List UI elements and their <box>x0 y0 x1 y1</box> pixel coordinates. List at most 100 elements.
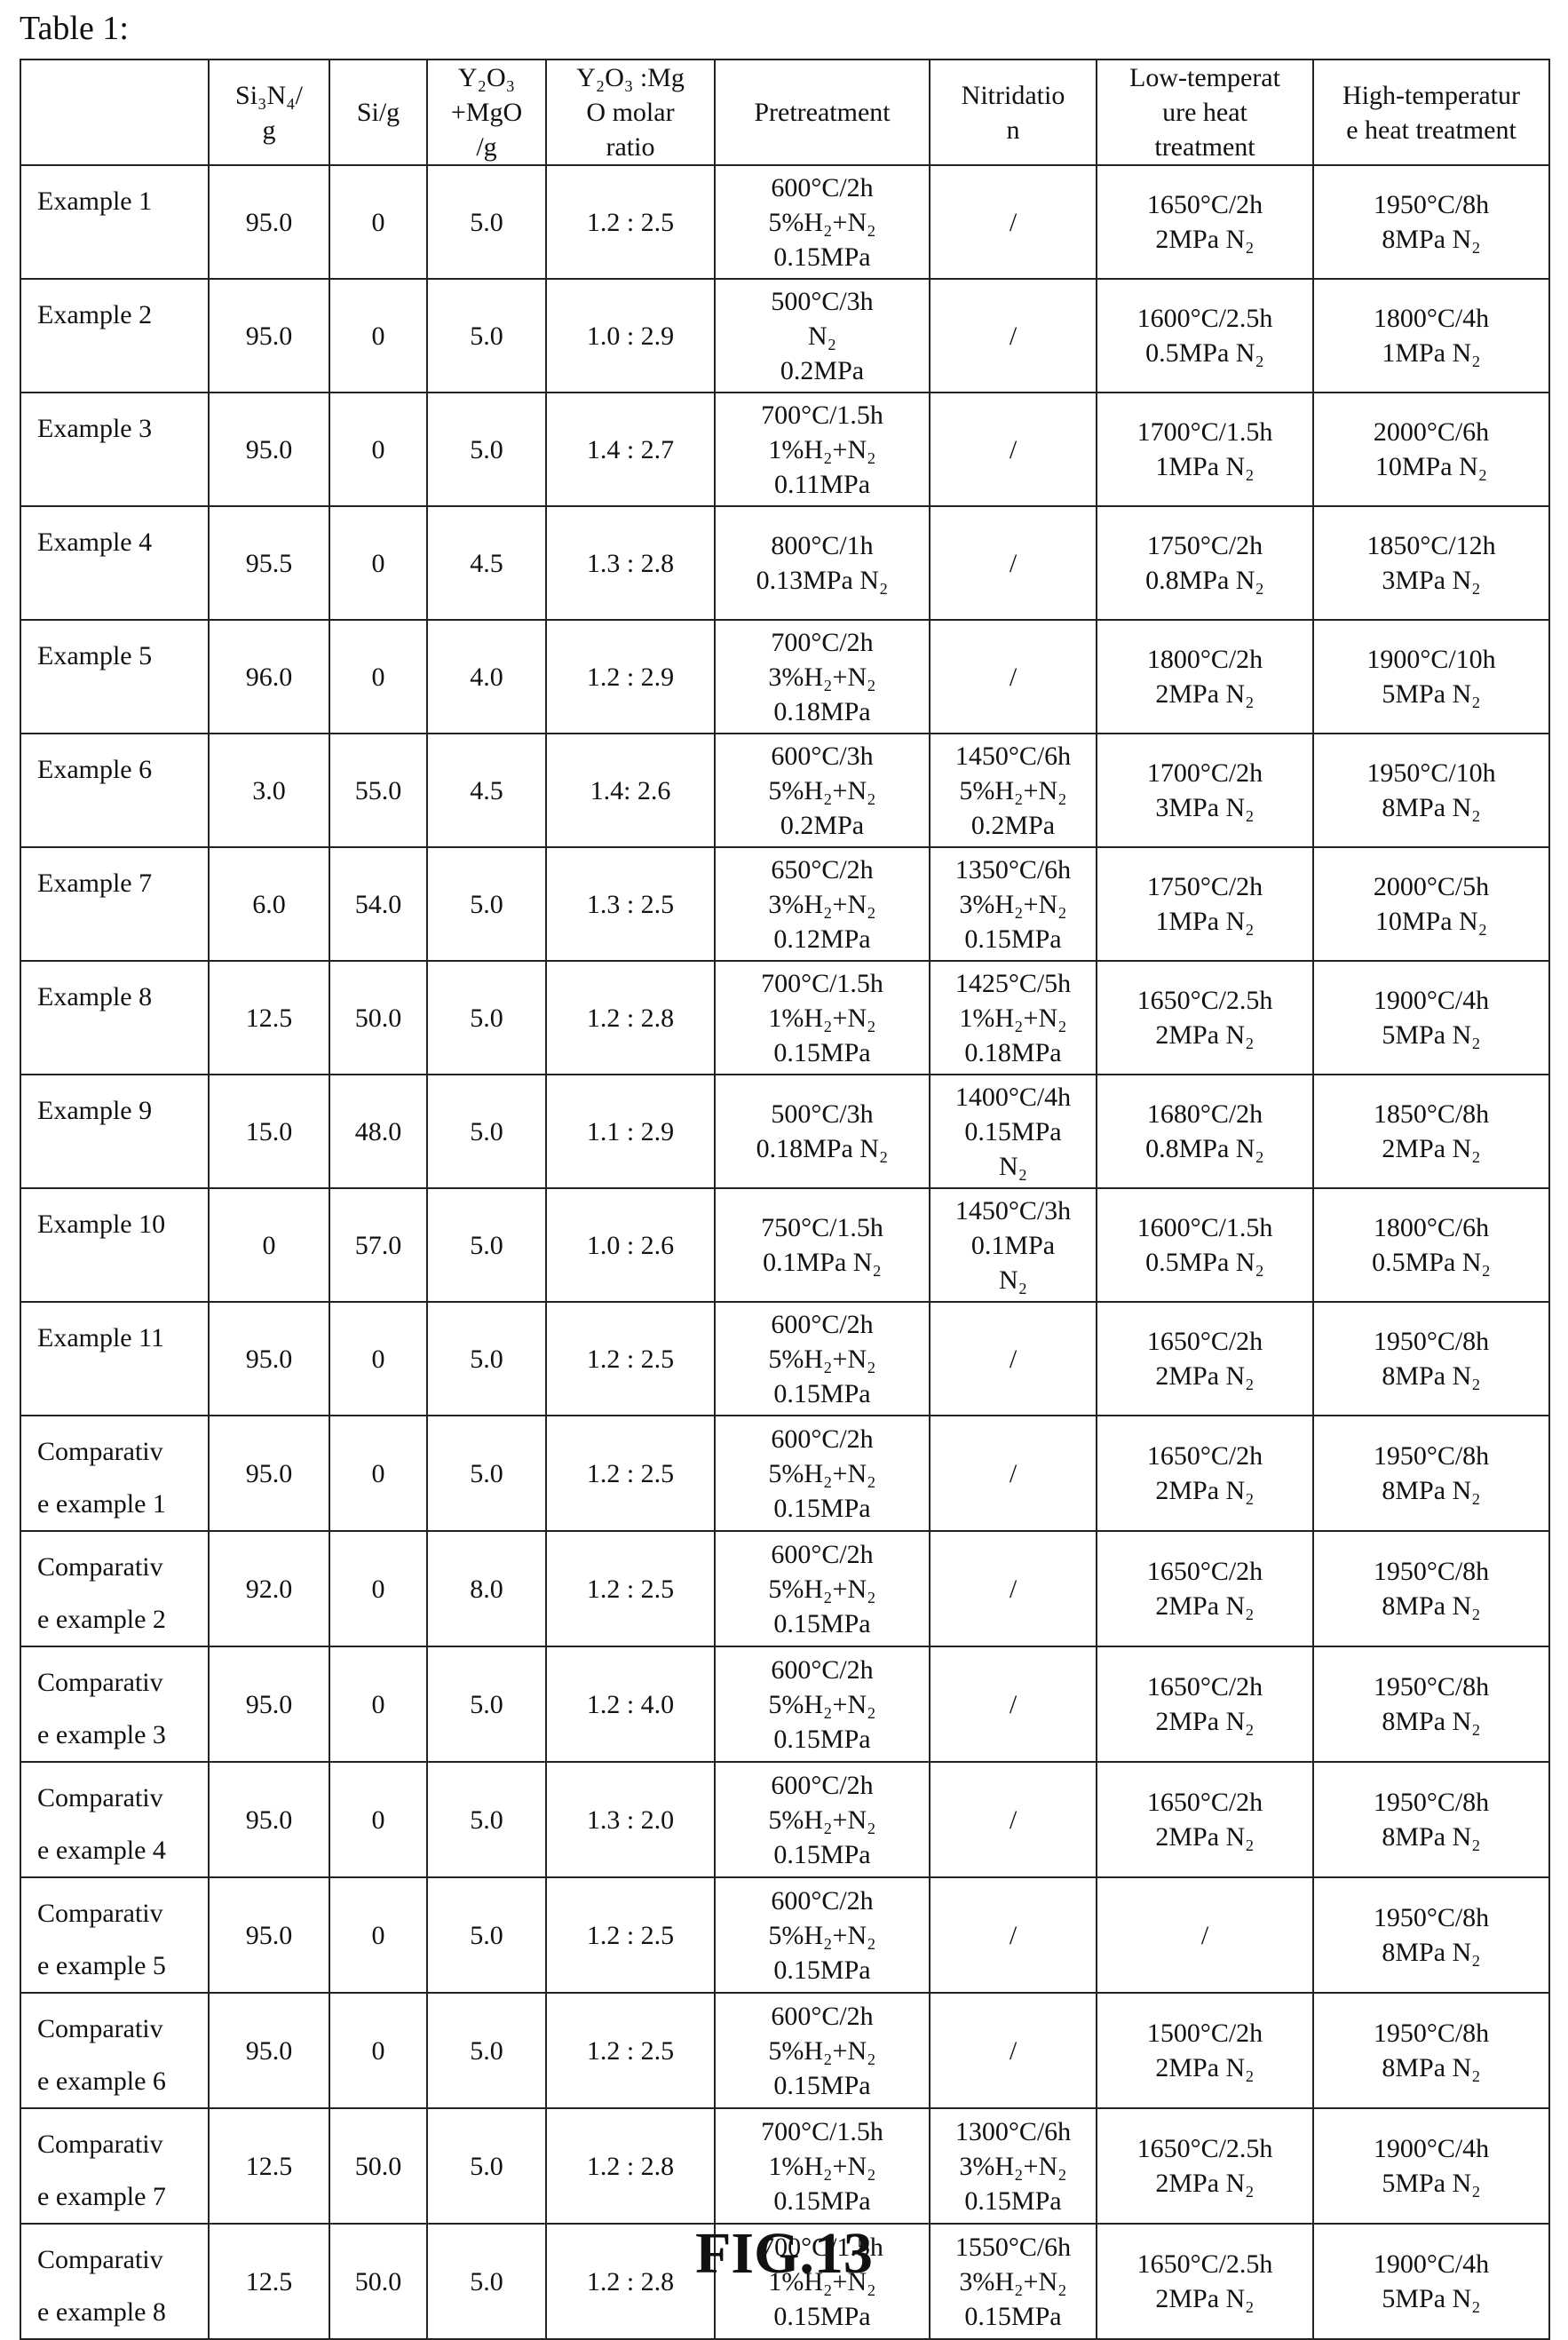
si-cell: 0 <box>329 164 428 280</box>
cell-line: e example 4 <box>37 1836 166 1865</box>
nitridation-cell: 1400°C/4h 0.15MPa N₂ <box>929 1074 1097 1189</box>
nitridation-cell: / <box>929 619 1097 734</box>
molar-ratio-cell: 1.3 : 2.5 <box>545 846 716 962</box>
cell-line: 0.2MPa <box>970 810 1056 840</box>
row-label-cell: Example 1 <box>20 164 210 280</box>
cell-line: e example 2 <box>37 1605 166 1634</box>
low-temp-cell: 1600°C/2.5h 0.5MPa N₂ <box>1096 278 1314 393</box>
si3n4-cell: 95.0 <box>208 164 330 280</box>
table-row: Example 11 95.0 0 5.0 1.2 : 2.5 600°C/2h 5%H₂+… <box>20 1301 1550 1416</box>
nitridation-cell: / <box>929 1530 1097 1647</box>
cell-line: Comparativ <box>37 2130 163 2159</box>
table-caption: Table 1: <box>20 10 129 47</box>
y2o3-mgo-cell: 5.0 <box>426 1415 547 1532</box>
si3n4-cell: 95.0 <box>208 1301 330 1416</box>
cell-line: e example 5 <box>37 1951 166 1980</box>
cell-line: 1950°C/8h <box>1373 1557 1490 1586</box>
nitridation-cell: / <box>929 392 1097 507</box>
cell-line: 0.15MPa <box>773 1608 871 1638</box>
table-row: Example 5 96.0 0 4.0 1.2 : 2.9 700°C/2h 3%H₂+N… <box>20 619 1550 734</box>
molar-ratio-cell: 1.0 : 2.9 <box>545 278 716 393</box>
si-cell: 0 <box>329 1876 428 1994</box>
high-temp-cell: 1950°C/8h 8MPa N₂ <box>1312 1301 1550 1416</box>
high-temp-cell: 1950°C/8h 8MPa N₂ <box>1312 1646 1550 1763</box>
si3n4-cell: 95.0 <box>208 392 330 507</box>
cell-line: 0.15MPa <box>964 924 1062 954</box>
low-temp-cell: 1650°C/2h 2MPa N₂ <box>1096 1301 1314 1416</box>
molar-ratio-cell: 1.2 : 2.8 <box>545 960 716 1075</box>
header-si3n4: Si₃N₄/g <box>208 59 330 166</box>
molar-ratio-cell: 1.1 : 2.9 <box>545 1074 716 1189</box>
cell-line: ure heat <box>1162 98 1247 127</box>
pretreatment-cell: 600°C/2h 5%H₂+N₂ 0.15MPa <box>714 1301 931 1416</box>
cell-line: 1650°C/2h <box>1146 1327 1263 1356</box>
cell-line: 3MPa N₂ <box>1155 793 1255 822</box>
cell-line: Example 1 <box>37 186 153 216</box>
molar-ratio-cell: 1.2 : 2.5 <box>545 1530 716 1647</box>
molar-ratio-cell: 1.2 : 2.5 <box>545 164 716 280</box>
y2o3-mgo-cell: 5.0 <box>426 278 547 393</box>
cell-line: 600°C/2h <box>771 1885 874 1916</box>
y2o3-mgo-cell: 5.0 <box>426 1187 547 1303</box>
cell-line: 2MPa N₂ <box>1382 1134 1481 1163</box>
cell-line: 5%H₂+N₂ <box>768 775 876 805</box>
high-temp-cell: 2000°C/6h 10MPa N₂ <box>1312 392 1550 507</box>
pretreatment-cell: 700°C/2h 3%H₂+N₂ 0.18MPa <box>714 619 931 734</box>
cell-line: 1950°C/10h <box>1366 758 1496 788</box>
cell-line: 700°C/1.5h <box>761 2232 883 2262</box>
row-label-cell: Comparativ e example 6 <box>20 1992 210 2109</box>
cell-line: 1950°C/8h <box>1373 1903 1490 1932</box>
cell-line: 1850°C/8h <box>1373 1099 1490 1129</box>
y2o3-mgo-cell: 5.0 <box>426 1876 547 1994</box>
pretreatment-cell: 600°C/2h 5%H₂+N₂ 0.15MPa <box>714 1876 931 1994</box>
cell-line: N₂ <box>998 1151 1028 1181</box>
high-temp-cell: 1950°C/8h 8MPa N₂ <box>1312 1992 1550 2109</box>
si-cell: 50.0 <box>329 960 428 1075</box>
y2o3-mgo-cell: 4.5 <box>426 505 547 621</box>
cell-line: 3%H₂+N₂ <box>959 2266 1067 2296</box>
table-row: Comparativ e example 7 12.5 50.0 5.0 1.2 : 2.… <box>20 2107 1550 2225</box>
cell-line: / <box>1009 321 1018 351</box>
header-si: Si/g <box>329 59 428 166</box>
pretreatment-cell: 750°C/1.5h 0.1MPa N₂ <box>714 1187 931 1303</box>
cell-line: 2MPa N₂ <box>1155 1361 1255 1391</box>
si3n4-cell: 95.0 <box>208 1876 330 1994</box>
cell-line: Example 10 <box>37 1210 166 1239</box>
nitridation-cell: / <box>929 1876 1097 1994</box>
cell-line: 2MPa N₂ <box>1155 1591 1255 1621</box>
si3n4-cell: 95.5 <box>208 505 330 621</box>
cell-line: 1950°C/8h <box>1373 1441 1490 1471</box>
cell-line: 0.18MPa <box>773 696 871 726</box>
cell-line: 1300°C/6h <box>954 2116 1072 2146</box>
cell-line: 5%H₂+N₂ <box>768 1574 876 1604</box>
table-row: Comparativ e example 5 95.0 0 5.0 1.2 : 2.5 60… <box>20 1876 1550 1994</box>
nitridation-cell: / <box>929 1415 1097 1532</box>
cell-line: Comparativ <box>37 2245 163 2274</box>
si-cell: 0 <box>329 505 428 621</box>
y2o3-mgo-cell: 5.0 <box>426 1646 547 1763</box>
cell-line: 1650°C/2.5h <box>1136 986 1273 1015</box>
pretreatment-cell: 600°C/2h 5%H₂+N₂ 0.15MPa <box>714 1530 931 1647</box>
cell-line: 2MPa N₂ <box>1155 1476 1255 1505</box>
low-temp-cell: 1500°C/2h 2MPa N₂ <box>1096 1992 1314 2109</box>
cell-line: 1950°C/8h <box>1373 2019 1490 2048</box>
cell-line: 2000°C/6h <box>1373 417 1490 447</box>
cell-line: 1%H₂+N₂ <box>768 1003 876 1033</box>
header-molar-ratio: Y₂O₃ :Mg O molar ratio <box>545 59 716 166</box>
cell-line: 0.1MPa <box>970 1230 1056 1260</box>
table-row: Example 2 95.0 0 5.0 1.0 : 2.9 500°C/3h N₂ 0.2M… <box>20 278 1550 393</box>
cell-line: / <box>1009 548 1018 578</box>
table-row: Comparativ e example 4 95.0 0 5.0 1.3 : 2.0 60… <box>20 1761 1550 1878</box>
cell-line: 0.15MPa <box>773 1839 871 1869</box>
high-temp-cell: 1800°C/4h 1MPa N₂ <box>1312 278 1550 393</box>
nitridation-cell: 1425°C/5h 1%H₂+N₂ 0.18MPa <box>929 960 1097 1075</box>
cell-line: 600°C/2h <box>771 2001 874 2031</box>
cell-line: 700°C/1.5h <box>761 968 883 998</box>
row-label-cell: Comparativ e example 3 <box>20 1646 210 1763</box>
pretreatment-cell: 600°C/3h 5%H₂+N₂ 0.2MPa <box>714 733 931 848</box>
cell-line: 5%H₂+N₂ <box>959 775 1067 805</box>
cell-line: 8MPa N₂ <box>1382 1591 1481 1621</box>
low-temp-cell: / <box>1096 1876 1314 1994</box>
cell-line: / <box>1009 1920 1018 1950</box>
cell-line: 1700°C/2h <box>1146 758 1263 788</box>
